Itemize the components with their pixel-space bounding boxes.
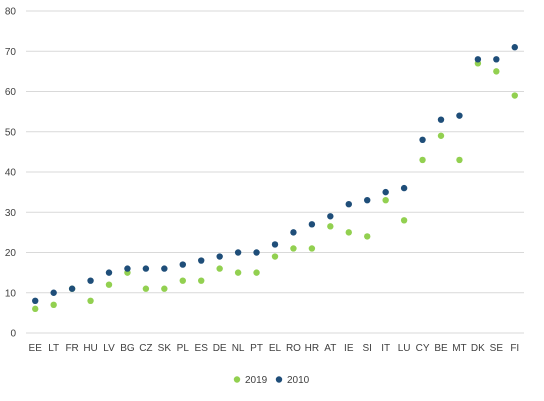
point-2010-CY: [419, 136, 426, 143]
x-tick-label: CZ: [139, 343, 152, 354]
point-2019-DE: [216, 265, 223, 272]
point-2010-FR: [68, 285, 76, 292]
point-2010-ES: [198, 257, 205, 264]
point-2019-EL: [271, 253, 279, 260]
x-tick-label: ES: [195, 343, 209, 354]
y-tick-label: 60: [5, 87, 17, 98]
point-2010-EE: [32, 297, 39, 304]
point-2010-LT: [50, 289, 57, 296]
point-2010-LU: [400, 184, 408, 192]
y-tick-label: 70: [5, 47, 17, 58]
x-tick-label: MT: [452, 343, 466, 354]
point-2010-RO: [290, 229, 297, 236]
point-2010-IT: [382, 188, 389, 196]
y-tick-label: 50: [5, 127, 17, 138]
point-2010-DE: [216, 253, 223, 260]
point-2010-EL: [271, 241, 279, 248]
point-2010-MT: [456, 112, 463, 119]
point-2010-HU: [87, 277, 94, 284]
point-2010-BG: [124, 265, 131, 272]
point-2019-IT: [382, 196, 389, 204]
point-2010-LV: [105, 269, 113, 276]
point-2019-RO: [290, 245, 297, 252]
x-tick-label: BG: [120, 343, 135, 354]
point-2019-MT: [456, 156, 463, 164]
y-axis-tick-labels: 0 10 20 30 40 50 60 70 80: [5, 7, 17, 340]
x-tick-label: PT: [250, 343, 263, 354]
y-tick-label: 10: [5, 288, 17, 299]
x-tick-label: DK: [471, 343, 485, 354]
x-tick-label: LT: [48, 343, 59, 354]
x-tick-label: EL: [269, 343, 282, 354]
point-2019-NL: [234, 269, 242, 276]
point-2019-IE: [345, 229, 352, 236]
x-tick-label: BE: [434, 343, 448, 354]
point-2019-BE: [437, 132, 445, 139]
legend-marker-2019: [233, 376, 241, 383]
point-2010-HR: [308, 221, 316, 228]
x-tick-label: LV: [103, 343, 115, 354]
point-2010-PL: [179, 261, 186, 268]
x-tick-label: SK: [158, 343, 172, 354]
y-tick-label: 30: [5, 208, 17, 219]
point-2010-BE: [437, 116, 445, 123]
y-tick-label: 40: [5, 168, 17, 179]
x-tick-label: IT: [381, 343, 390, 354]
point-2019-LU: [400, 217, 408, 224]
point-2019-AT: [327, 223, 334, 230]
x-tick-label: FR: [65, 343, 78, 354]
x-tick-label: FI: [510, 343, 519, 354]
point-2019-LV: [105, 281, 113, 288]
x-tick-label: IE: [344, 343, 354, 354]
point-2010-CZ: [142, 265, 150, 272]
legend-label-2010: 2010: [287, 375, 310, 386]
y-tick-label: 20: [5, 248, 17, 259]
point-2010-AT: [327, 213, 334, 220]
point-2019-PL: [179, 277, 186, 284]
point-2010-SE: [493, 56, 500, 63]
x-tick-label: SE: [490, 343, 504, 354]
point-2019-HR: [308, 245, 316, 252]
point-2010-FI: [511, 44, 518, 51]
point-2010-IE: [345, 201, 352, 208]
x-tick-label: PL: [177, 343, 190, 354]
x-tick-label: NL: [232, 343, 245, 354]
point-2019-SK: [161, 285, 168, 292]
point-2019-HU: [87, 297, 94, 304]
point-2019-ES: [198, 277, 205, 284]
gridlines: [26, 10, 524, 334]
point-2019-PT: [253, 269, 260, 276]
point-2019-LT: [50, 301, 57, 309]
x-tick-label: SI: [362, 343, 371, 354]
point-2019-SE: [493, 68, 500, 75]
point-2019-CZ: [142, 285, 150, 292]
x-tick-label: HU: [83, 343, 97, 354]
x-tick-label: CY: [416, 343, 430, 354]
legend-marker-2010: [275, 376, 283, 383]
point-2010-PT: [253, 249, 260, 256]
legend: 2019 2010: [233, 375, 310, 386]
point-2019-EE: [32, 305, 39, 313]
y-tick-label: 0: [10, 329, 16, 340]
legend-label-2019: 2019: [245, 375, 268, 386]
data-points: [32, 44, 518, 313]
point-2019-FI: [511, 92, 518, 99]
x-tick-label: HR: [305, 343, 319, 354]
x-tick-label: EE: [29, 343, 43, 354]
point-2010-SK: [161, 265, 168, 272]
point-2019-CY: [419, 156, 426, 164]
x-tick-label: LU: [398, 343, 411, 354]
x-tick-label: RO: [286, 343, 301, 354]
x-axis-tick-labels: EE LT FR HU LV BG CZ SK PL ES DE NL PT EL RO HR AT IE SI IT…: [29, 343, 520, 354]
point-2010-DK: [474, 56, 482, 63]
x-tick-label: DE: [213, 343, 227, 354]
point-2010-SI: [364, 196, 371, 204]
point-2010-NL: [234, 249, 242, 256]
y-tick-label: 80: [5, 7, 17, 18]
x-tick-label: AT: [324, 343, 336, 354]
point-2019-SI: [364, 233, 371, 240]
